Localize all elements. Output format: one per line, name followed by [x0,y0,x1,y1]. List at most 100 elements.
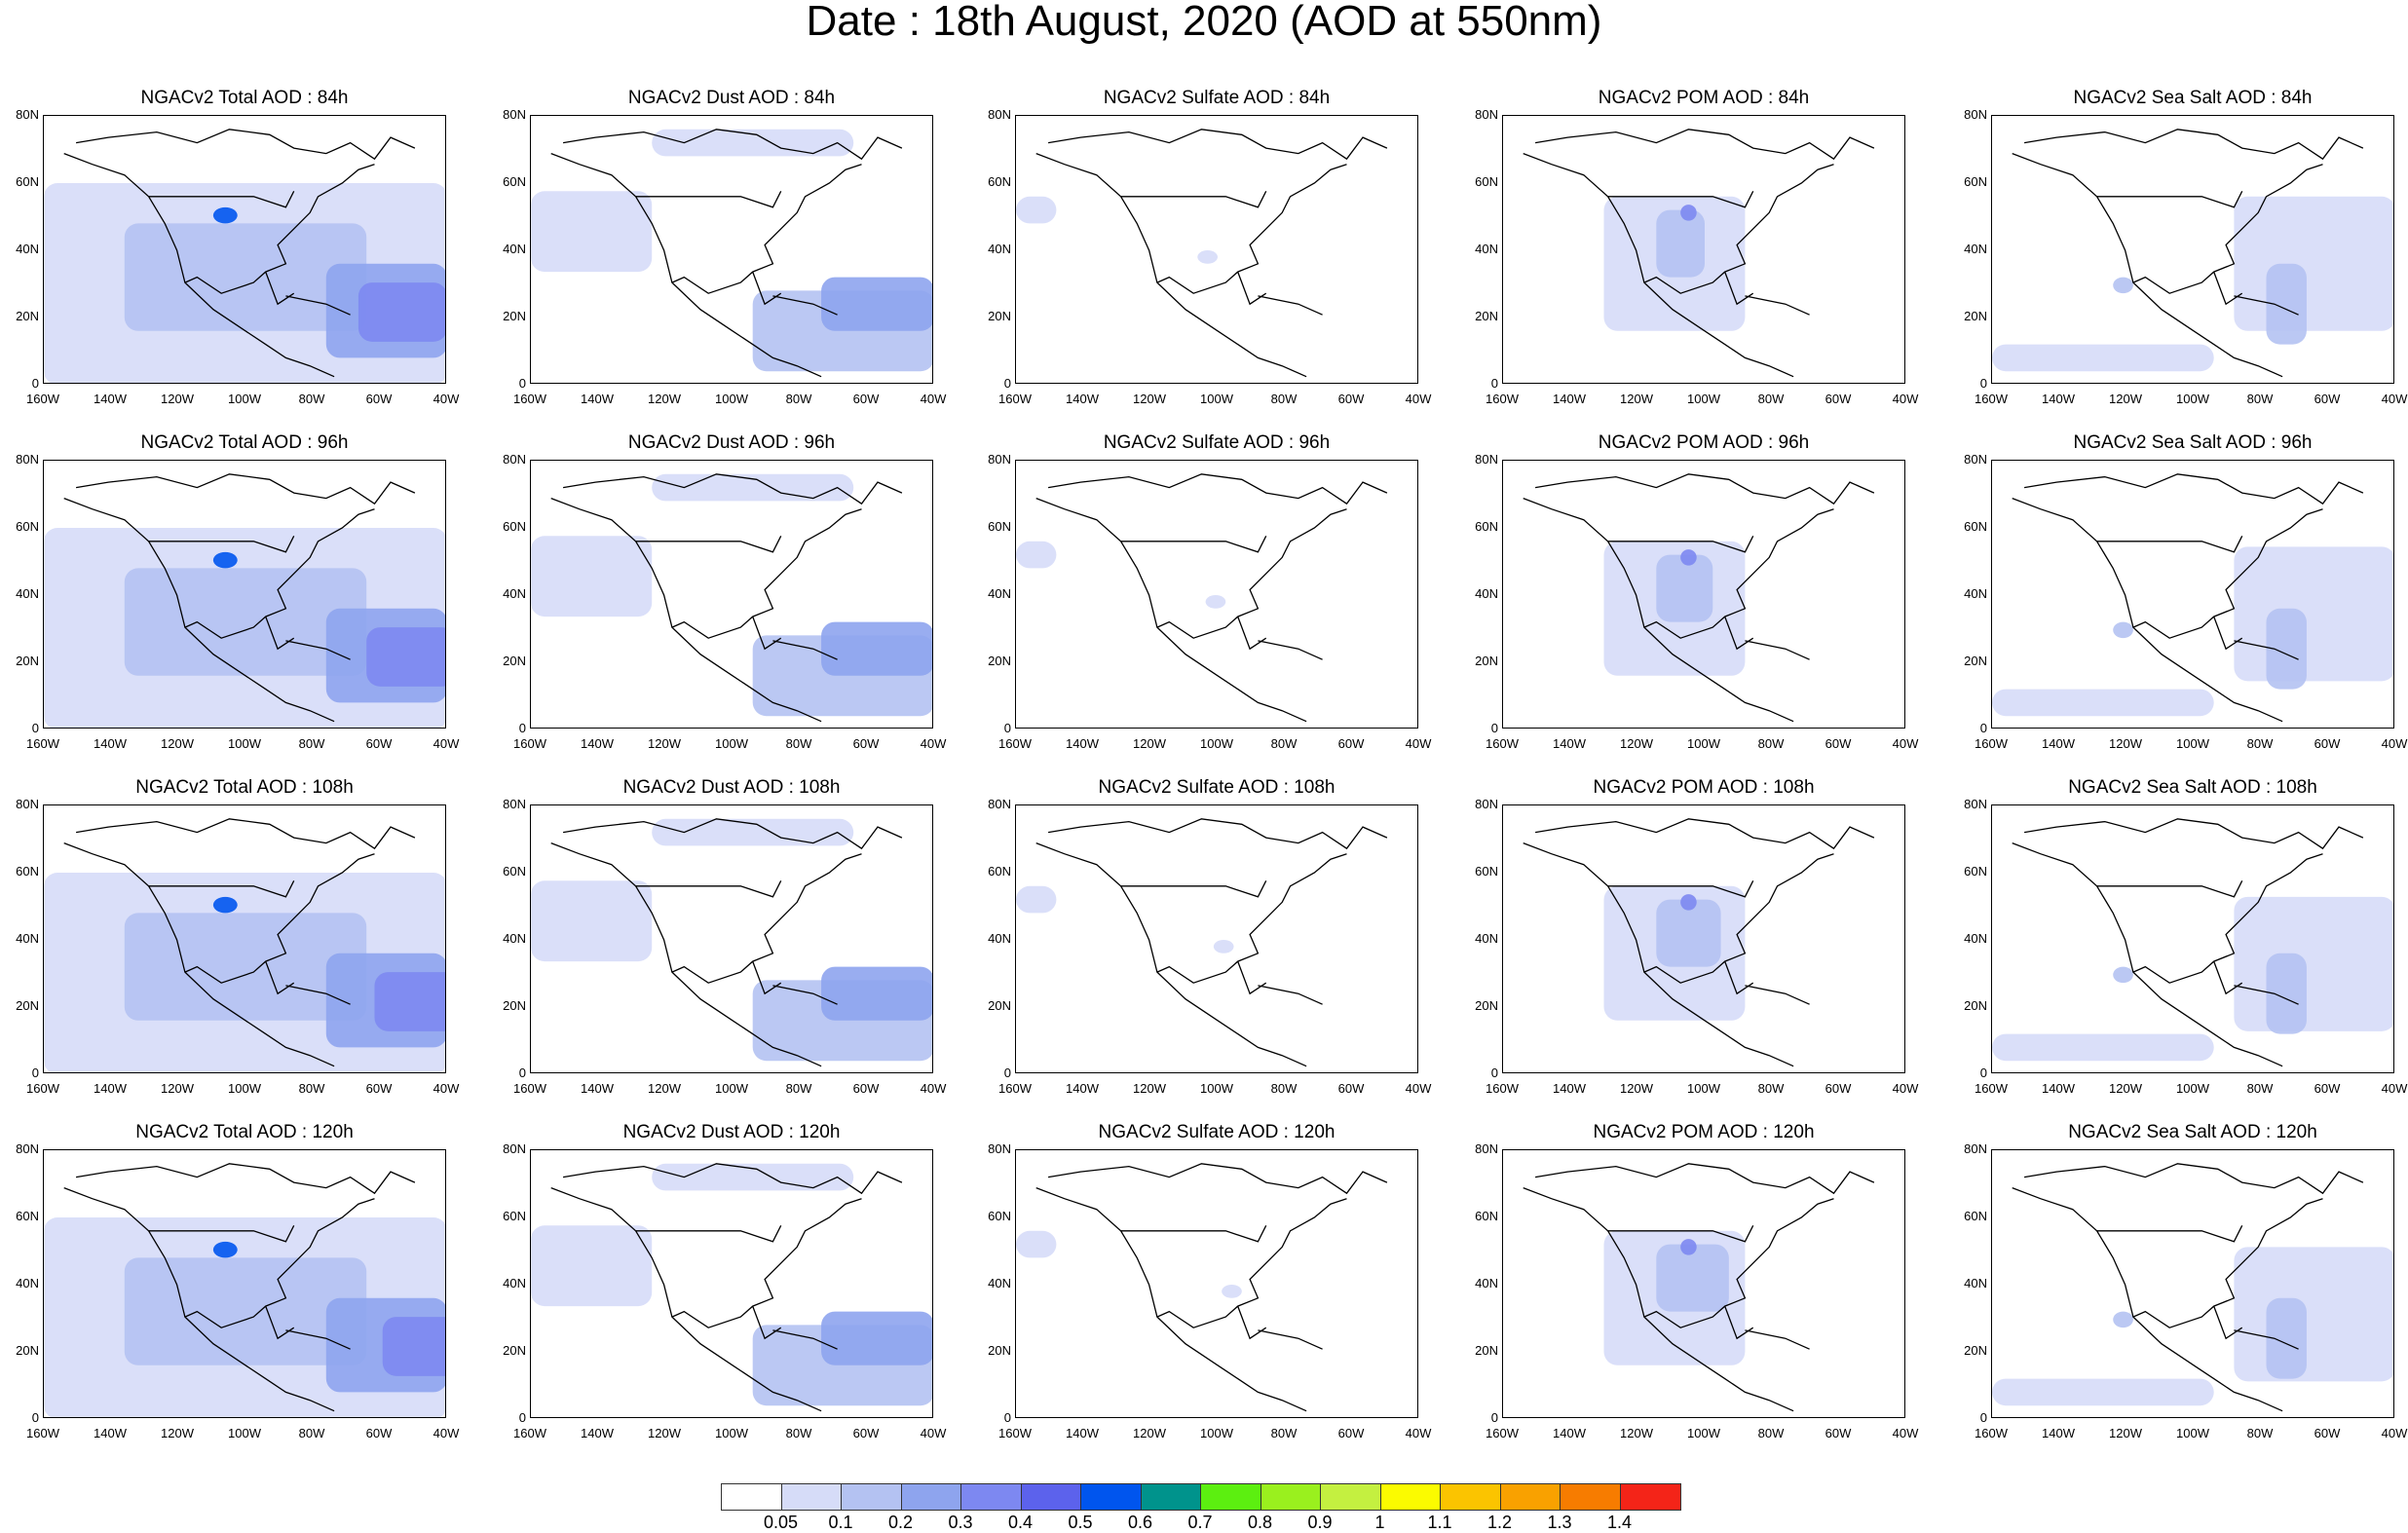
longitude-label: 60W [1337,736,1365,751]
panel-title: NGACv2 Dust AOD : 120h [622,1122,841,1142]
longitude-label: 160W [998,1081,1032,1096]
aod-field-map [1523,473,1875,723]
longitude-label: 100W [1200,736,1233,751]
longitude-label: 60W [1825,736,1852,751]
map-plot-area [1502,804,1905,1073]
longitude-label: 60W [1825,1081,1852,1096]
map-panel: NGACv2 Sea Salt AOD : 96h 80N 60N 40N 20N 0 16… [1964,432,2408,764]
latitude-label: 0 [518,1066,526,1080]
latitude-label: 80N [1475,107,1498,122]
colorbar-labels: 0.05 0.1 0.2 0.3 0.4 0.5 0.6 0.7 0.8 0.9 1 1.1 1.2 1.… [721,1513,1695,1532]
latitude-label: 60N [1964,519,1987,534]
map-plot-area [1991,115,2394,384]
colorbar-tick-label: 0.7 [1187,1513,1213,1532]
aod-region [124,1257,367,1365]
colorbar-tick-label: 0.6 [1127,1513,1153,1532]
aod-region [212,551,238,569]
latitude-label: 60N [988,1209,1011,1223]
latitude-label: 20N [503,1343,526,1358]
map-panel: NGACv2 Dust AOD : 84h 80N 60N 40N 20N 0 160W 14… [503,88,1017,419]
figure-title: Date : 18th August, 2020 (AOD at 550nm) [806,0,1602,45]
latitude-label: 40N [988,242,1011,256]
aod-region [357,282,445,342]
longitude-label: 60W [852,736,880,751]
longitude-label: 40W [920,1426,947,1440]
latitude-label: 0 [518,721,526,735]
latitude-label: 0 [31,1066,39,1080]
longitude-label: 120W [2109,736,2142,751]
map-panel: NGACv2 POM AOD : 84h 80N 60N 40N 20N 0 160W 140… [1475,88,1989,419]
latitude-label: 20N [1964,1343,1987,1358]
latitude-label: 40N [16,931,39,946]
longitude-label: 140W [2042,1426,2075,1440]
longitude-label: 100W [2176,1081,2209,1096]
longitude-label: 80W [1757,1426,1785,1440]
map-panel: NGACv2 Total AOD : 84h 80N 60N 40N 20N 0 160W 1… [16,88,530,419]
aod-region [652,473,854,502]
longitude-label: 80W [298,736,325,751]
longitude-label: 100W [2176,1426,2209,1440]
latitude-label: 0 [1490,376,1498,391]
latitude-label: 80N [503,1141,526,1156]
longitude-label: 80W [2246,1081,2274,1096]
latitude-label: 80N [16,1141,39,1156]
latitude-label: 80N [16,797,39,811]
aod-region [652,1163,854,1191]
aod-region [212,1241,238,1258]
latitude-label: 80N [1475,1141,1498,1156]
aod-region [1016,1230,1057,1258]
aod-field-map [44,473,445,728]
aod-region [2113,277,2133,294]
aod-field-map [1016,818,1388,1067]
colorbar-swatch [1380,1484,1441,1510]
colorbar-swatch [1321,1484,1381,1510]
latitude-label: 20N [1964,309,1987,323]
colorbar-tick-label: 0.8 [1247,1513,1273,1532]
longitude-label: 140W [1066,736,1099,751]
panel-title: NGACv2 Dust AOD : 96h [627,432,836,453]
longitude-label: 160W [998,392,1032,406]
longitude-label: 100W [1200,1081,1233,1096]
aod-field-map [1016,473,1388,723]
aod-region [2234,196,2393,331]
panel-title: NGACv2 POM AOD : 96h [1598,432,1810,453]
longitude-label: 60W [852,1426,880,1440]
aod-field-map [1992,1163,2393,1412]
aod-region [366,627,445,687]
colorbar-swatch [961,1484,1022,1510]
longitude-label: 120W [1133,736,1166,751]
aod-region [2266,608,2307,690]
coastline [550,473,903,723]
aod-field-map [531,1163,932,1412]
aod-region [1016,541,1057,569]
aod-region [2113,1311,2133,1328]
map-plot-area [43,115,446,384]
longitude-label: 100W [715,1426,748,1440]
aod-region [124,913,367,1021]
longitude-label: 40W [920,392,947,406]
longitude-label: 160W [26,736,59,751]
aod-field-map [531,818,932,1067]
aod-region [1205,595,1226,609]
aod-region [374,972,445,1031]
longitude-label: 100W [1687,736,1720,751]
longitude-label: 100W [2176,392,2209,406]
longitude-label: 60W [2314,1081,2341,1096]
latitude-label: 80N [16,452,39,467]
aod-region [821,621,932,676]
latitude-label: 80N [1964,1141,1987,1156]
aod-region [1213,940,1234,953]
latitude-label: 80N [988,107,1011,122]
aod-field-map [1016,1163,1388,1412]
longitude-label: 80W [2246,1426,2274,1440]
longitude-label: 140W [2042,392,2075,406]
colorbar-swatch [1201,1484,1261,1510]
latitude-label: 80N [1475,452,1498,467]
coastline [1523,473,1875,723]
longitude-label: 40W [433,392,460,406]
latitude-label: 60N [1964,864,1987,879]
longitude-label: 160W [1975,736,2008,751]
coastline [63,818,416,1067]
map-panel: NGACv2 Dust AOD : 108h 80N 60N 40N 20N 0 160W 1… [503,777,1017,1108]
latitude-label: 20N [503,654,526,668]
